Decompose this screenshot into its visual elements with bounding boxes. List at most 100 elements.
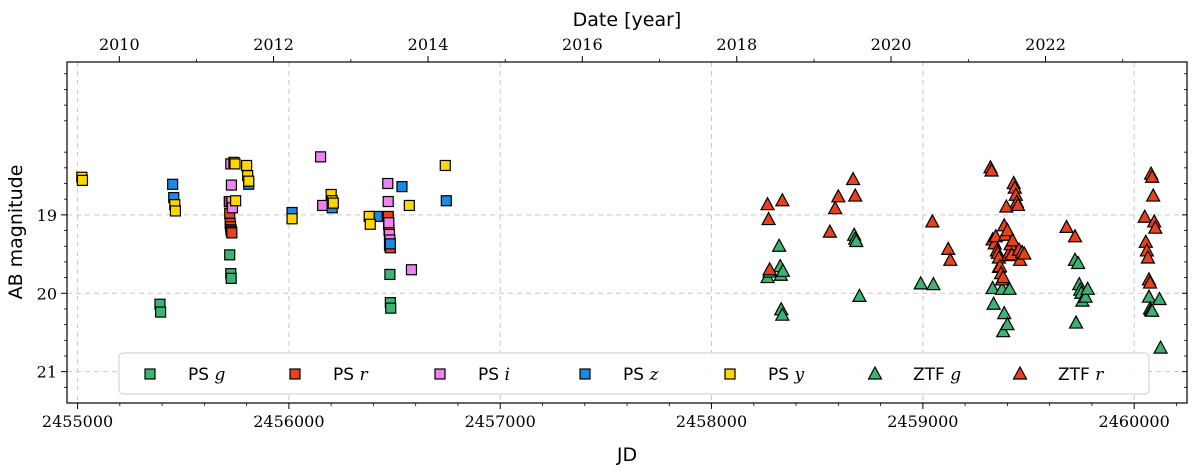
data-point (314, 151, 327, 163)
data-point (771, 237, 787, 252)
legend-marker (579, 368, 591, 380)
series-ps-y (76, 156, 451, 230)
data-point (984, 162, 1000, 177)
data-point (439, 159, 451, 172)
series-ztf-r (760, 159, 1163, 289)
data-point (229, 158, 241, 170)
y-tick-label: 21 (37, 363, 57, 382)
data-point (286, 213, 298, 225)
data-point (999, 316, 1015, 331)
data-point (241, 159, 253, 172)
data-point (226, 227, 238, 239)
x-tick-label: 2457000 (465, 412, 536, 431)
top-tick-label: 2018 (716, 35, 757, 54)
data-point (995, 323, 1011, 338)
data-point (1144, 168, 1160, 183)
legend-label: ZTF r (1058, 365, 1104, 385)
data-point (1145, 187, 1161, 202)
data-point (827, 200, 843, 215)
data-point (1140, 249, 1156, 264)
data-point (230, 195, 242, 207)
x-tick-label: 2460000 (1099, 412, 1170, 431)
data-point (1005, 232, 1021, 247)
data-point (225, 179, 238, 191)
legend-entry: ZTF g (867, 365, 961, 385)
data-point (1144, 303, 1160, 317)
data-point (985, 280, 1001, 295)
legend-marker (867, 365, 883, 380)
legend-label: ZTF g (913, 365, 961, 385)
legend-label: PS z (623, 365, 659, 385)
legend-entry: ZTF r (1012, 365, 1104, 385)
top-tick-label: 2020 (871, 35, 912, 54)
legend-marker (724, 368, 736, 380)
data-point (995, 269, 1011, 284)
data-point (1016, 245, 1032, 260)
y-axis-title: AB magnitude (5, 165, 27, 300)
top-tick-label: 2012 (253, 35, 294, 54)
data-point (1142, 274, 1158, 289)
legend-marker (434, 368, 446, 380)
data-point (940, 241, 956, 255)
legend-label: PS y (768, 365, 804, 385)
data-point (847, 187, 863, 202)
x-tick-label: 2459000 (887, 412, 958, 431)
data-point (845, 171, 861, 186)
legend-entry: PS z (579, 365, 659, 385)
data-point (925, 276, 941, 291)
data-point (822, 223, 838, 238)
legend-entry: PS i (434, 365, 510, 385)
data-point (761, 211, 777, 226)
x-tick-label: 2458000 (676, 412, 747, 431)
data-point (1001, 281, 1017, 295)
legend-marker (289, 368, 301, 380)
data-point (760, 196, 776, 211)
data-point (382, 177, 394, 190)
top-tick-label: 2016 (562, 35, 603, 54)
data-point (1067, 228, 1083, 243)
legend-label: PS i (478, 365, 510, 385)
x-tick-label: 2456000 (253, 412, 324, 431)
data-point (924, 213, 940, 228)
data-point (1137, 208, 1153, 223)
data-point (155, 306, 167, 318)
series-ps-z (167, 178, 452, 250)
data-point (1152, 291, 1168, 306)
data-point (224, 249, 236, 261)
data-point (383, 217, 395, 229)
legend-entry: PS r (289, 365, 368, 385)
axis-ticks: 2455000 2456000 2457000 2458000 2459000 24600… (37, 35, 1187, 431)
legend-marker (1012, 365, 1028, 380)
top-axis-title: Date [year] (573, 9, 682, 31)
data-series (76, 151, 1169, 354)
data-point (998, 198, 1014, 213)
data-point (999, 222, 1015, 237)
data-point (774, 192, 790, 207)
data-point (996, 305, 1012, 320)
data-point (76, 174, 89, 186)
data-point (385, 302, 397, 314)
data-point (384, 268, 396, 281)
data-point (167, 178, 179, 190)
data-point (848, 233, 864, 248)
legend-label: PS r (333, 365, 368, 385)
data-point (762, 261, 778, 276)
data-point (317, 199, 329, 212)
top-tick-label: 2014 (408, 35, 449, 54)
data-point (774, 306, 790, 321)
data-point (1147, 219, 1163, 234)
data-point (382, 195, 394, 208)
data-point (243, 175, 255, 187)
data-point (1059, 219, 1075, 234)
top-tick-label: 2022 (1025, 35, 1066, 54)
data-point (1078, 288, 1094, 303)
data-point (169, 205, 182, 217)
data-point (1010, 197, 1026, 212)
legend-entry: PS y (724, 365, 804, 385)
data-point (1068, 314, 1084, 329)
data-point (913, 275, 929, 290)
legend-marker (144, 368, 156, 380)
y-tick-label: 20 (37, 284, 57, 303)
data-point (403, 199, 415, 212)
legend-label: PS g (188, 365, 225, 385)
